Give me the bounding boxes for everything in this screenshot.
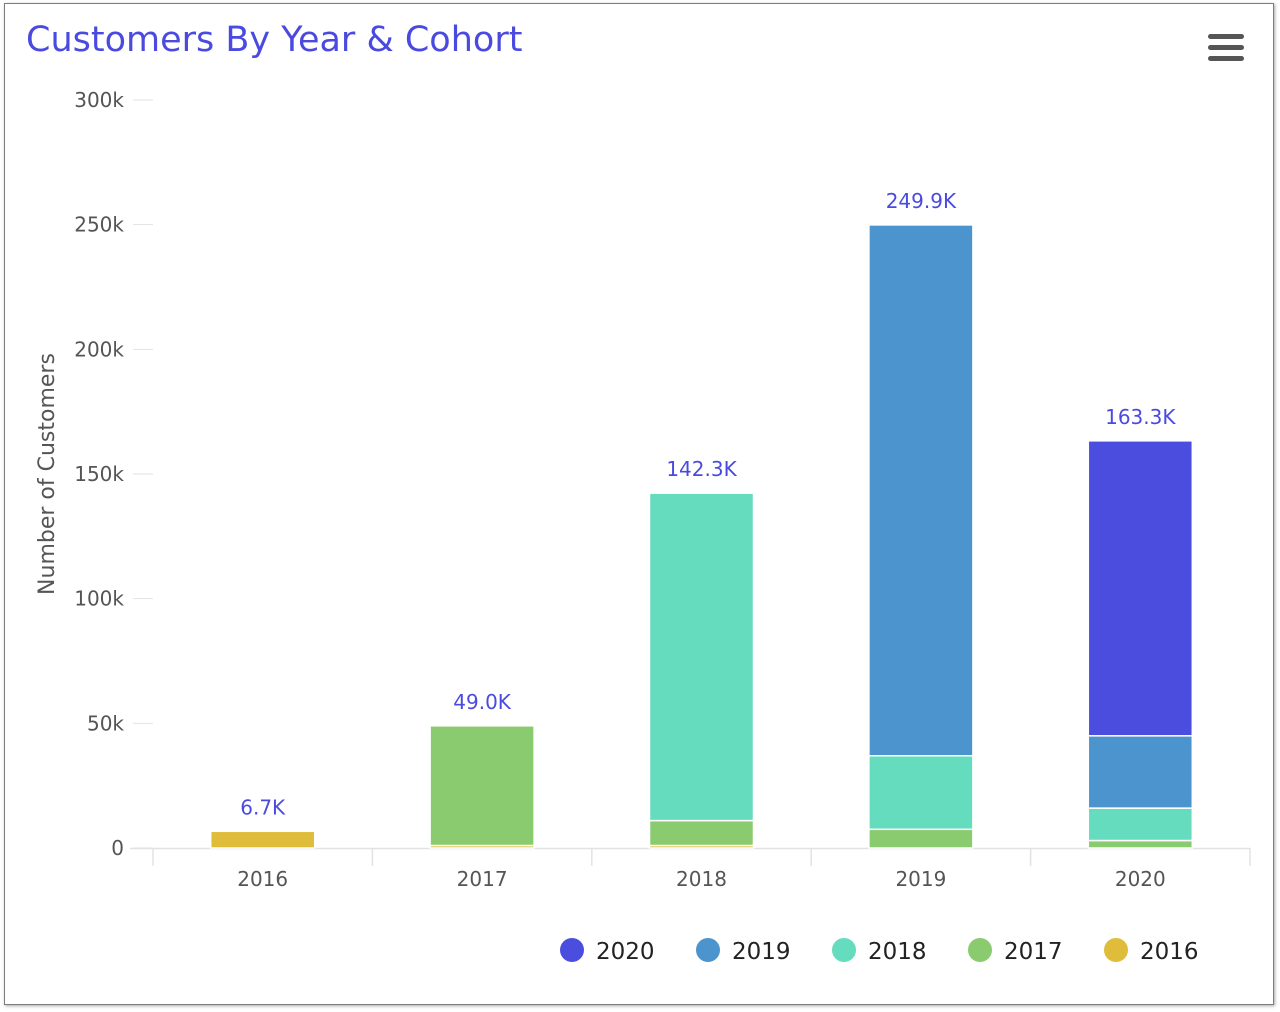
bar-segment: [1087, 839, 1194, 849]
legend-item-label[interactable]: 2016: [1140, 939, 1199, 965]
x-tick-label: 2016: [237, 867, 288, 891]
data-label: 142.3K: [666, 457, 737, 481]
bar-segment: [648, 819, 755, 847]
bar-segment: [209, 830, 316, 849]
y-tick-label: 150k: [74, 462, 124, 486]
chart-title: Customers By Year & Cohort: [26, 20, 523, 60]
hamburger-menu-icon[interactable]: [1208, 34, 1246, 66]
x-tick-label: 2017: [457, 867, 508, 891]
y-tick-label: 50k: [87, 711, 124, 735]
menu-bar: [1208, 56, 1244, 61]
y-tick-label: 200k: [74, 337, 124, 361]
legend-marker[interactable]: [832, 938, 856, 962]
x-axis: 2016 2017 2018 2019 2020: [130, 847, 1251, 891]
legend-marker[interactable]: [968, 938, 992, 962]
bar-series: [209, 224, 1194, 849]
bar-segment: [868, 224, 974, 757]
x-tick-label: 2019: [895, 867, 946, 891]
x-tick-label: 2020: [1115, 867, 1166, 891]
y-axis-title: Number of Customers: [35, 353, 60, 595]
y-tick-label: 300k: [74, 88, 124, 112]
y-axis: 0 50k 100k 150k 200k 250k 300k: [74, 88, 153, 860]
data-label: 249.9K: [886, 189, 957, 213]
data-label: 49.0K: [453, 690, 512, 714]
legend-item-label[interactable]: 2019: [732, 939, 791, 965]
legend[interactable]: 2020 2019 2018 2017 2016: [560, 938, 1199, 965]
bar-segment: [1087, 807, 1194, 842]
y-tick-label: 100k: [74, 587, 124, 611]
bar-segment: [868, 754, 974, 831]
data-label: 163.3K: [1105, 405, 1176, 429]
legend-item-label[interactable]: 2018: [868, 939, 927, 965]
legend-item-label[interactable]: 2017: [1004, 939, 1063, 965]
menu-bar: [1208, 34, 1244, 39]
y-tick-label: 250k: [74, 213, 124, 237]
bar-segment: [1087, 735, 1194, 809]
bar-segment: [429, 725, 535, 847]
legend-item-label[interactable]: 2020: [596, 939, 655, 965]
legend-marker[interactable]: [560, 938, 584, 962]
total-labels: 6.7K 49.0K 142.3K 249.9K 163.3K: [240, 189, 1176, 819]
bar-segment: [1087, 440, 1194, 737]
y-tick-label: 0: [111, 836, 124, 860]
x-tick-label: 2018: [676, 867, 727, 891]
legend-marker[interactable]: [696, 938, 720, 962]
data-label: 6.7K: [240, 795, 286, 819]
bar-segment: [868, 828, 974, 849]
menu-bar: [1208, 45, 1244, 50]
bar-segment: [648, 492, 755, 822]
legend-marker[interactable]: [1104, 938, 1128, 962]
